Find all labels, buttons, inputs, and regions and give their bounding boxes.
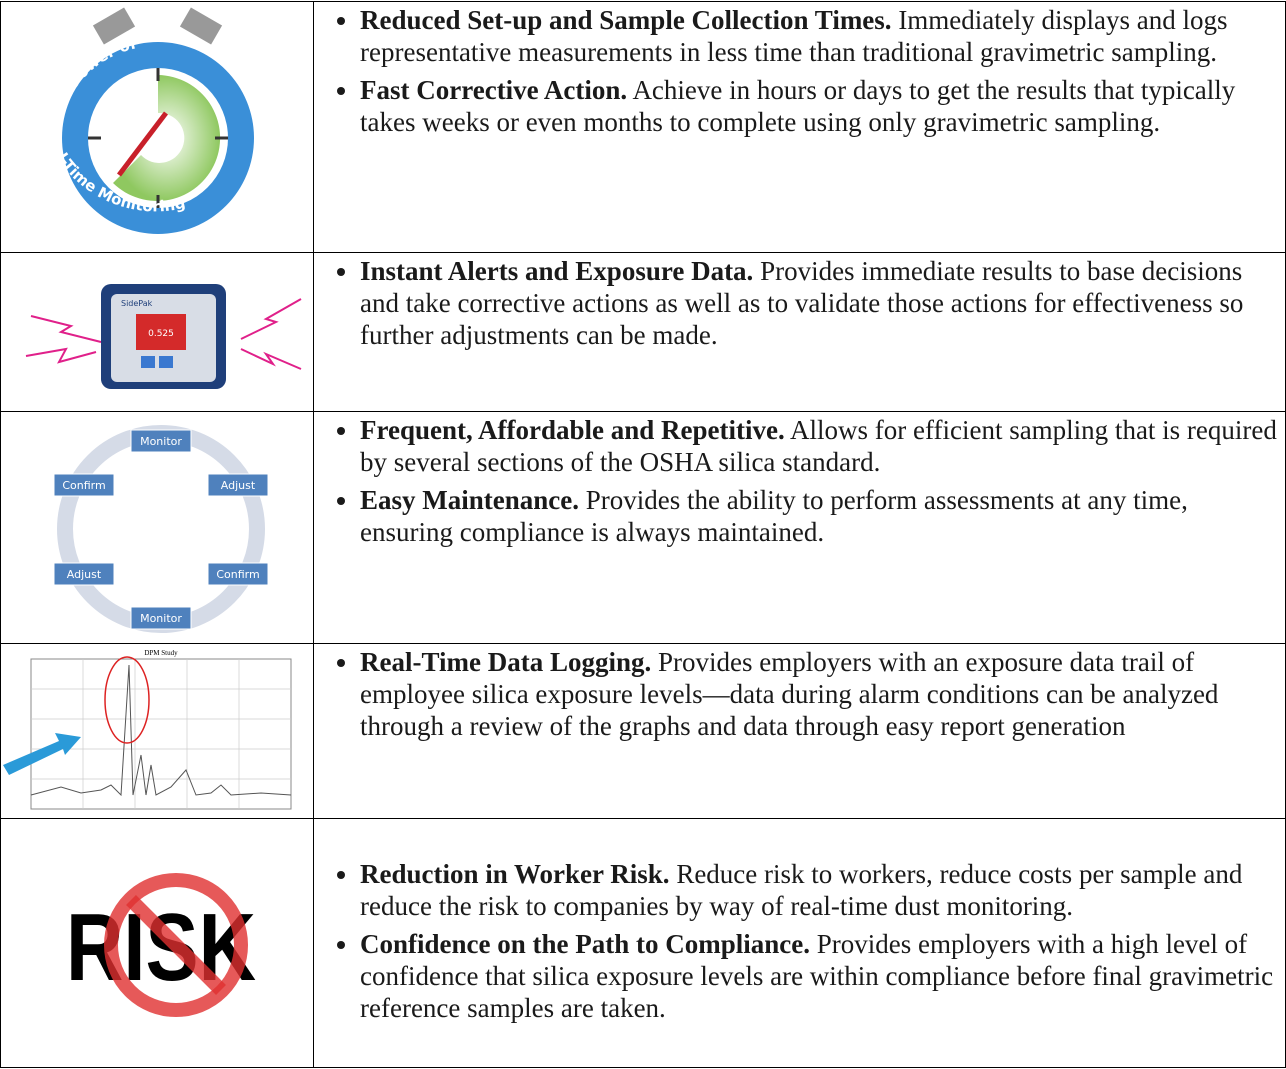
bullet-title: Frequent, Affordable and Repetitive. xyxy=(360,415,785,445)
cycle-box xyxy=(207,562,269,585)
image-cell: The Power of Real-Time Monitoring xyxy=(0,1,314,253)
bullet-cell: Frequent, Affordable and Repetitive. All… xyxy=(313,411,1286,644)
cycle-box xyxy=(130,429,192,452)
row: SidePak 0.525 Instant Alerts and Exposur… xyxy=(0,252,1286,412)
row: The Power of Real-Time Monitoring Reduce… xyxy=(0,1,1286,253)
bullet-list: Reduction in Worker Risk. Reduce risk to… xyxy=(314,858,1285,1024)
bullet-title: Instant Alerts and Exposure Data. xyxy=(360,256,754,286)
bullet-text: Reduce risk to workers, reduce costs per… xyxy=(360,859,1243,921)
device-image: SidePak 0.525 xyxy=(25,283,302,389)
image-cell: SidePak 0.525 xyxy=(0,252,314,412)
bullet-title: Easy Maintenance. xyxy=(360,485,579,515)
bullet-cell: Reduction in Worker Risk. Reduce risk to… xyxy=(313,818,1286,1068)
cycle-label: Adjust xyxy=(221,479,256,492)
bullet: Fast Corrective Action. Achieve in hours… xyxy=(360,74,1279,138)
bullet-text: Provides employers with an exposure data… xyxy=(360,647,1219,741)
bullet: Frequent, Affordable and Repetitive. All… xyxy=(360,414,1279,478)
bullet-title: Real-Time Data Logging. xyxy=(360,647,652,677)
stopwatch-image: The Power of Real-Time Monitoring xyxy=(39,6,254,234)
cycle-box xyxy=(207,473,269,496)
cycle-box xyxy=(130,606,192,629)
cycle-label: Monitor xyxy=(140,435,182,448)
cycle-box xyxy=(53,562,115,585)
row: Monitor Adjust Confirm Monitor Adjust Confirm… xyxy=(0,411,1286,644)
image-cell: DPM Study xyxy=(0,643,314,819)
bullet: Reduced Set-up and Sample Collection Tim… xyxy=(360,4,1279,68)
bullet-text: Achieve in hours or days to get the resu… xyxy=(360,75,1236,137)
bullet: Easy Maintenance. Provides the ability t… xyxy=(360,484,1279,548)
device-brand: SidePak xyxy=(121,299,153,308)
bullet: Reduction in Worker Risk. Reduce risk to… xyxy=(360,858,1279,922)
bullet-cell: Instant Alerts and Exposure Data. Provid… xyxy=(313,252,1286,412)
row: DPM Study Real-Time Data Logging. Provid… xyxy=(0,643,1286,819)
cycle-image: Monitor Adjust Confirm Monitor Adjust Confirm xyxy=(53,424,269,633)
bullet-list: Real-Time Data Logging. Provides employe… xyxy=(314,646,1285,742)
graph-title: DPM Study xyxy=(144,649,178,657)
bullet-text: Provides the ability to perform assessme… xyxy=(360,485,1188,547)
bullet-cell: Reduced Set-up and Sample Collection Tim… xyxy=(313,1,1286,253)
bullet-title: Fast Corrective Action. xyxy=(360,75,628,105)
device-reading: 0.525 xyxy=(148,329,174,339)
bullet-title: Reduced Set-up and Sample Collection Tim… xyxy=(360,5,892,35)
bullet: Real-Time Data Logging. Provides employe… xyxy=(360,646,1279,742)
graph-image: DPM Study xyxy=(3,649,292,809)
row: RISK Reduction in Worker Risk. Reduce ri… xyxy=(0,818,1286,1068)
bullet-text: Immediately displays and logs representa… xyxy=(360,5,1228,67)
bullet-list: Instant Alerts and Exposure Data. Provid… xyxy=(314,255,1285,351)
image-cell: RISK xyxy=(0,818,314,1068)
bullet: Instant Alerts and Exposure Data. Provid… xyxy=(360,255,1279,351)
bullet-cell: Real-Time Data Logging. Provides employe… xyxy=(313,643,1286,819)
bullet-text: Allows for efficient sampling that is re… xyxy=(360,415,1277,477)
bullet-list: Reduced Set-up and Sample Collection Tim… xyxy=(314,4,1285,138)
bullet-title: Confidence on the Path to Compliance. xyxy=(360,929,810,959)
bullet-list: Frequent, Affordable and Repetitive. All… xyxy=(314,414,1285,548)
cycle-box xyxy=(53,473,115,496)
cycle-label: Confirm xyxy=(216,568,259,581)
cycle-label: Confirm xyxy=(62,479,105,492)
cycle-label: Adjust xyxy=(67,568,102,581)
risk-image: RISK xyxy=(66,872,256,1017)
bullet: Confidence on the Path to Compliance. Pr… xyxy=(360,928,1279,1024)
bullet-title: Reduction in Worker Risk. xyxy=(360,859,670,889)
bullet-text: Provides immediate results to base decis… xyxy=(360,256,1244,350)
cycle-label: Monitor xyxy=(140,612,182,625)
bullet-text: Provides employers with a high level of … xyxy=(360,929,1274,1023)
image-cell: Monitor Adjust Confirm Monitor Adjust Confirm xyxy=(0,411,314,644)
